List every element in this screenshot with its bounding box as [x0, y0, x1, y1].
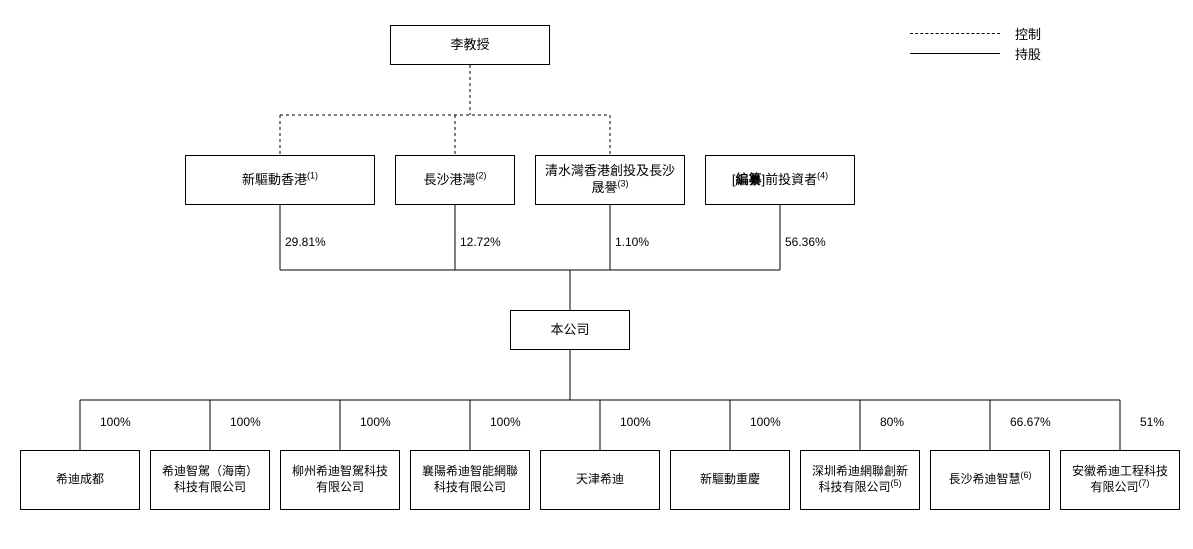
pct-r3-9: 51%: [1140, 415, 1164, 429]
box-r3-7: 深圳希迪網聯創新科技有限公司(5): [800, 450, 920, 510]
r3-3-text: 柳州希迪智駕科技有限公司: [287, 464, 393, 495]
box-r2-2: 長沙港灣(2): [395, 155, 515, 205]
r3-9-text: 安徽希迪工程科技有限公司(7): [1067, 464, 1173, 495]
r2-1-text: 新驅動香港(1): [242, 172, 318, 189]
r3-5-text: 天津希迪: [576, 472, 624, 488]
box-professor: 李教授: [390, 25, 550, 65]
pct-r2-4: 56.36%: [785, 235, 826, 249]
box-r3-1: 希迪成都: [20, 450, 140, 510]
r3-8-text: 長沙希迪智慧(6): [948, 472, 1031, 488]
r3-6-text: 新驅動重慶: [700, 472, 760, 488]
r2-4-text: [編纂]前投資者(4): [732, 172, 828, 189]
pct-r3-1: 100%: [100, 415, 131, 429]
pct-r2-1: 29.81%: [285, 235, 326, 249]
box-company: 本公司: [510, 310, 630, 350]
box-r3-3: 柳州希迪智駕科技有限公司: [280, 450, 400, 510]
legend-control-line: [910, 33, 1000, 34]
pct-r2-2: 12.72%: [460, 235, 501, 249]
pct-r3-6: 100%: [750, 415, 781, 429]
r2-3-text: 清水灣香港創投及長沙晟譽(3): [542, 163, 678, 197]
pct-r2-3: 1.10%: [615, 235, 649, 249]
r3-7-text: 深圳希迪網聯創新科技有限公司(5): [807, 464, 913, 495]
legend-holding-text: 持股: [1015, 44, 1041, 63]
box-r2-4: [編纂]前投資者(4): [705, 155, 855, 205]
box-r3-5: 天津希迪: [540, 450, 660, 510]
box-r3-9: 安徽希迪工程科技有限公司(7): [1060, 450, 1180, 510]
legend-control-text: 控制: [1015, 24, 1041, 43]
box-r2-1: 新驅動香港(1): [185, 155, 375, 205]
legend-holding-line: [910, 53, 1000, 54]
pct-r3-4: 100%: [490, 415, 521, 429]
r3-4-text: 襄陽希迪智能網聯科技有限公司: [417, 464, 523, 495]
box-r2-3: 清水灣香港創投及長沙晟譽(3): [535, 155, 685, 205]
pct-r3-5: 100%: [620, 415, 651, 429]
r2-2-text: 長沙港灣(2): [423, 172, 486, 189]
box-r3-8: 長沙希迪智慧(6): [930, 450, 1050, 510]
box-r3-4: 襄陽希迪智能網聯科技有限公司: [410, 450, 530, 510]
box-r3-2: 希迪智駕（海南）科技有限公司: [150, 450, 270, 510]
pct-r3-2: 100%: [230, 415, 261, 429]
company-label: 本公司: [550, 322, 589, 339]
r3-1-text: 希迪成都: [56, 472, 104, 488]
professor-label: 李教授: [450, 37, 489, 54]
pct-r3-8: 66.67%: [1010, 415, 1051, 429]
r3-2-text: 希迪智駕（海南）科技有限公司: [157, 464, 263, 495]
pct-r3-3: 100%: [360, 415, 391, 429]
box-r3-6: 新驅動重慶: [670, 450, 790, 510]
pct-r3-7: 80%: [880, 415, 904, 429]
